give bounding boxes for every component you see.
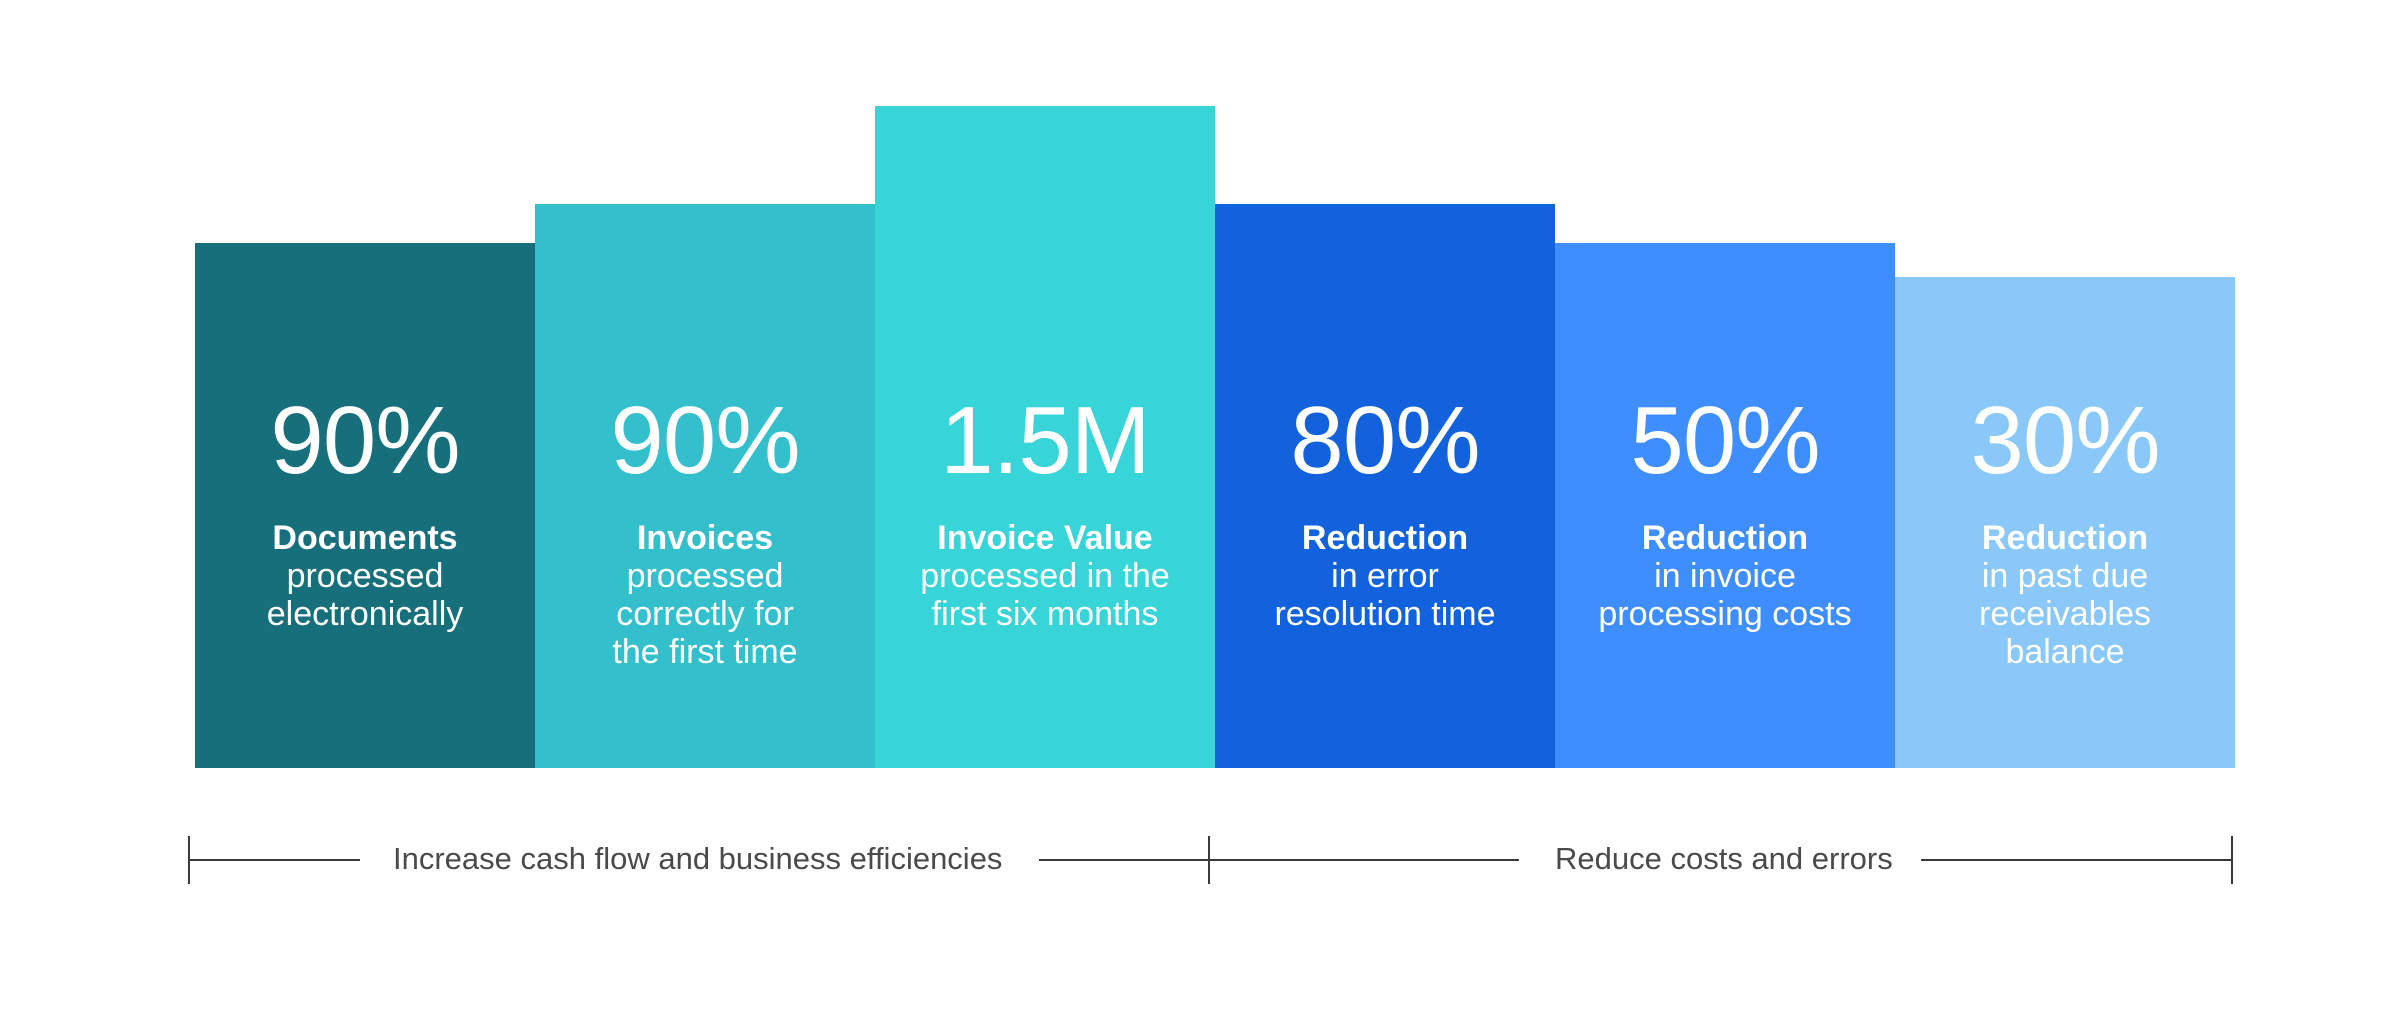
stat-description: Invoice Value processed in the first six… [885,519,1205,633]
stat-line: in error [1331,557,1439,595]
stat-heading: Invoice Value [937,519,1153,557]
stat-line: processed in the [920,557,1170,595]
stat-column-error-resolution: 80% Reduction in error resolution time [1215,204,1555,768]
stat-line: the first time [612,633,798,671]
stat-line: processing costs [1598,595,1852,633]
stat-column-invoices: 90% Invoices processed correctly for the… [535,204,875,768]
stat-line: electronically [266,595,464,633]
stat-value: 30% [1970,387,2160,494]
stat-column-documents: 90% Documents processed electronically [195,243,535,768]
stat-line: in invoice [1654,557,1796,595]
stat-line: processed [286,557,444,595]
stat-heading: Reduction [1981,519,2149,557]
stat-value: 90% [610,387,800,494]
stat-line: in past due [1981,557,2149,595]
stat-line: correctly for [616,595,794,633]
stat-value: 50% [1630,387,1820,494]
stat-description: Reduction in past due receivables balanc… [1905,519,2225,671]
stat-description: Reduction in invoice processing costs [1565,519,1885,633]
bracket-tick-right [2231,836,2233,884]
bracket-line-right-b [1921,859,2232,861]
stat-column-past-due: 30% Reduction in past due receivables ba… [1895,277,2235,768]
stat-line: resolution time [1274,595,1496,633]
bracket-line-right-a [1209,859,1519,861]
stat-heading: Reduction [1641,519,1809,557]
stat-line: processed [626,557,784,595]
stat-column-invoice-value: 1.5M Invoice Value processed in the firs… [875,106,1215,768]
stat-value: 90% [270,387,460,494]
stat-description: Documents processed electronically [205,519,525,633]
stat-line: first six months [931,595,1159,633]
stat-heading: Invoices [636,519,774,557]
stat-value: 80% [1290,387,1480,494]
stat-line: balance [2005,633,2125,671]
stat-line: receivables [1979,595,2151,633]
stat-description: Invoices processed correctly for the fir… [545,519,865,671]
stat-value: 1.5M [940,387,1150,494]
bracket-line-left-b [1039,859,1209,861]
stat-heading: Documents [272,519,458,557]
stat-column-processing-costs: 50% Reduction in invoice processing cost… [1555,243,1895,768]
stat-description: Reduction in error resolution time [1225,519,1545,633]
group-label-reduce-costs: Reduce costs and errors [1555,841,1893,876]
bracket-line-left-a [188,859,360,861]
stat-heading: Reduction [1301,519,1469,557]
group-label-cash-flow: Increase cash flow and business efficien… [393,841,1003,876]
